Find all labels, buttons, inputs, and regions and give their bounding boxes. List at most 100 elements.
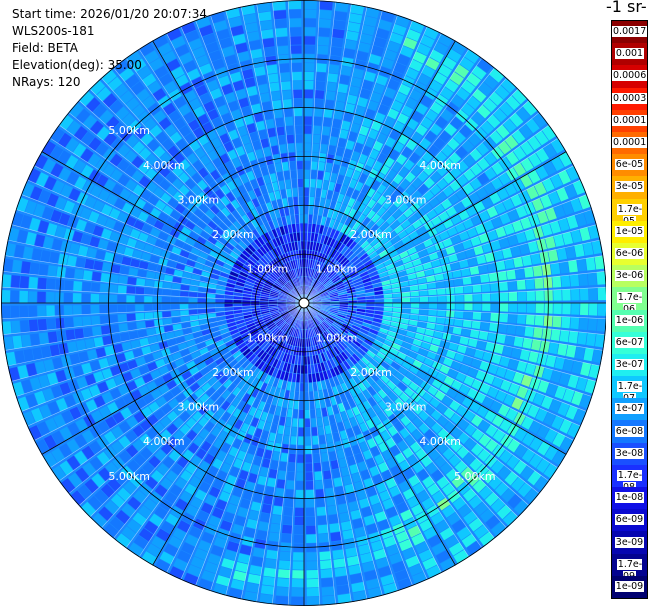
range-bin (471, 428, 484, 442)
range-bin (333, 376, 340, 386)
range-bin (354, 283, 364, 289)
range-bin (423, 526, 438, 540)
range-bin (327, 313, 336, 319)
range-bin (166, 260, 177, 269)
range-bin (174, 203, 186, 214)
range-bin (291, 427, 298, 436)
range-bin (171, 310, 180, 317)
range-bin (471, 414, 483, 427)
range-bin (431, 469, 444, 482)
range-bin (292, 80, 302, 90)
range-bin (280, 265, 286, 274)
range-bin (271, 272, 279, 280)
range-bin (107, 355, 118, 367)
range-bin (327, 315, 336, 321)
range-bin (491, 460, 505, 474)
range-bin (341, 372, 349, 382)
range-bin (341, 351, 349, 360)
range-bin (256, 2, 271, 13)
range-bin (290, 337, 295, 346)
range-bin (469, 329, 480, 339)
range-bin (173, 269, 184, 278)
range-bin (356, 293, 366, 297)
range-bin (224, 307, 234, 312)
range-bin (562, 289, 571, 301)
range-bin (284, 498, 294, 508)
range-bin (162, 102, 176, 116)
range-bin (542, 177, 555, 192)
range-bin (132, 141, 145, 154)
range-bin (161, 50, 177, 64)
range-bin (391, 161, 402, 173)
range-bin (146, 271, 156, 280)
range-bin (188, 292, 198, 298)
range-bin (257, 475, 267, 486)
range-bin (491, 353, 502, 365)
range-bin (435, 550, 451, 564)
range-bin (143, 498, 158, 512)
range-bin (370, 180, 381, 191)
range-bin (82, 114, 97, 130)
range-bin (405, 67, 419, 80)
range-bin (500, 78, 516, 94)
range-bin (81, 131, 95, 146)
range-bin (561, 275, 571, 287)
range-bin (306, 561, 318, 570)
range-bin (171, 283, 181, 290)
range-bin (232, 570, 247, 582)
range-bin (286, 282, 293, 290)
range-bin (250, 208, 259, 219)
range-bin (261, 312, 271, 317)
range-bin (316, 271, 322, 280)
range-bin (201, 246, 211, 255)
range-bin (393, 338, 404, 346)
range-bin (304, 36, 316, 45)
range-bin (520, 174, 533, 188)
range-bin (225, 203, 235, 213)
range-bin (260, 382, 268, 392)
range-bin (448, 253, 458, 263)
range-bin (415, 511, 429, 524)
range-bin (579, 288, 589, 301)
range-bin (194, 388, 205, 398)
range-bin (381, 430, 391, 441)
range-bin (443, 357, 454, 367)
range-bin (492, 376, 504, 388)
range-bin (354, 246, 363, 255)
range-bin (340, 411, 349, 421)
ray-separator (1, 302, 305, 320)
range-bin (251, 378, 260, 388)
range-bin (508, 313, 517, 324)
range-bin (204, 561, 219, 574)
range-bin (190, 497, 203, 509)
range-bin (344, 226, 352, 236)
range-bin (94, 489, 109, 505)
range-bin (430, 101, 444, 115)
range-bin (257, 83, 269, 94)
range-bin (98, 189, 110, 202)
range-bin (350, 509, 362, 520)
range-bin (275, 237, 282, 246)
range-bin (110, 365, 121, 377)
range-bin (335, 486, 345, 496)
range-bin (388, 249, 399, 258)
range-bin (386, 380, 397, 390)
range-bin (128, 267, 139, 277)
range-bin (113, 221, 125, 233)
range-bin (431, 216, 442, 226)
range-bin (147, 263, 158, 272)
range-bin (326, 190, 333, 200)
range-bin (79, 91, 95, 107)
range-bin (334, 201, 342, 212)
range-bin (376, 378, 386, 388)
range-bin (484, 152, 497, 165)
range-bin (399, 178, 410, 190)
ray-separator (89, 88, 305, 304)
range-bin (55, 397, 68, 412)
range-bin (233, 296, 242, 300)
range-bin (333, 279, 342, 285)
range-bin (59, 460, 74, 476)
range-bin (108, 314, 118, 324)
range-bin (274, 19, 287, 29)
range-bin (191, 351, 201, 360)
